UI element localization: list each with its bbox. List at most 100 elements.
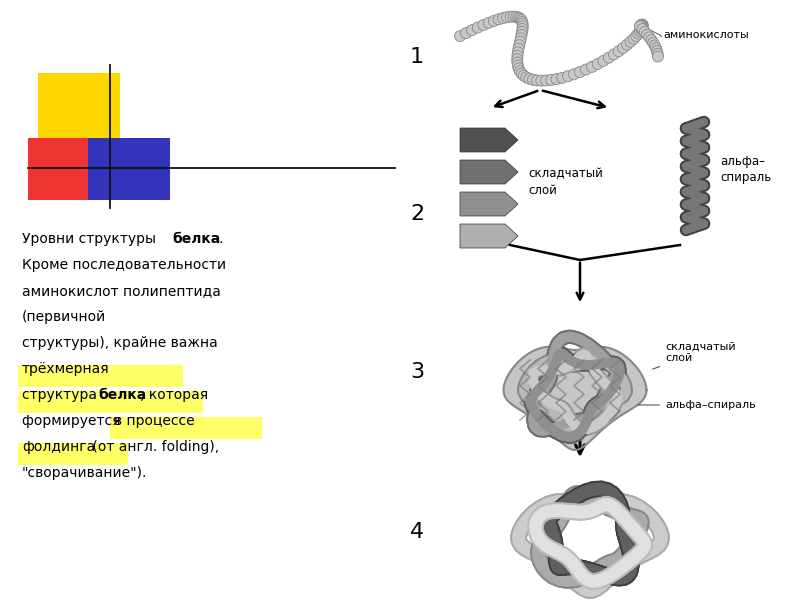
Circle shape	[514, 13, 526, 24]
Circle shape	[498, 13, 509, 23]
Circle shape	[613, 46, 624, 56]
Circle shape	[472, 22, 483, 33]
Circle shape	[651, 46, 662, 56]
Circle shape	[603, 52, 614, 63]
Circle shape	[557, 73, 568, 83]
Circle shape	[514, 65, 526, 77]
Circle shape	[466, 25, 478, 35]
Circle shape	[478, 20, 489, 31]
Circle shape	[510, 11, 522, 22]
Circle shape	[518, 21, 528, 32]
Text: аминокислот полипептида: аминокислот полипептида	[22, 284, 221, 298]
Text: структуры), крайне важна: структуры), крайне важна	[22, 336, 218, 350]
Circle shape	[639, 26, 650, 37]
Text: белка: белка	[98, 388, 146, 402]
Text: белка: белка	[172, 232, 220, 246]
Circle shape	[562, 71, 574, 82]
Text: аминокислоты: аминокислоты	[663, 30, 750, 40]
Bar	[110, 417, 262, 439]
Circle shape	[630, 31, 642, 41]
Circle shape	[646, 35, 657, 46]
Circle shape	[642, 29, 653, 40]
Circle shape	[634, 21, 646, 32]
Circle shape	[598, 55, 609, 67]
Circle shape	[638, 20, 648, 31]
Text: складчатый
слой: складчатый слой	[653, 341, 736, 369]
Text: Уровни структуры: Уровни структуры	[22, 232, 160, 246]
Circle shape	[541, 75, 551, 86]
Text: 3: 3	[410, 362, 424, 382]
Circle shape	[502, 12, 513, 23]
Circle shape	[527, 74, 538, 85]
Circle shape	[516, 29, 527, 40]
Text: "сворачивание").: "сворачивание").	[22, 466, 147, 480]
Circle shape	[625, 36, 636, 47]
Circle shape	[648, 37, 658, 48]
Circle shape	[652, 48, 663, 59]
Text: (от англ. folding),: (от англ. folding),	[88, 440, 219, 454]
Text: трёхмерная: трёхмерная	[22, 362, 110, 376]
Circle shape	[618, 43, 629, 53]
Circle shape	[637, 19, 648, 30]
Circle shape	[513, 63, 524, 74]
Bar	[18, 443, 128, 465]
Circle shape	[461, 28, 471, 38]
Circle shape	[514, 40, 525, 50]
Circle shape	[637, 19, 648, 30]
Circle shape	[650, 40, 660, 51]
Circle shape	[512, 60, 523, 71]
Circle shape	[517, 23, 528, 34]
Circle shape	[637, 23, 648, 35]
Text: структура: структура	[22, 388, 102, 402]
Circle shape	[637, 22, 648, 33]
Circle shape	[512, 47, 523, 58]
Circle shape	[531, 75, 542, 86]
Text: формируется: формируется	[22, 414, 125, 428]
Circle shape	[569, 69, 579, 80]
Circle shape	[581, 64, 591, 75]
Circle shape	[521, 72, 532, 83]
Text: в процессе: в процессе	[114, 414, 194, 428]
Text: , которая: , которая	[140, 388, 208, 402]
Text: альфа–спираль: альфа–спираль	[638, 400, 756, 410]
Circle shape	[637, 21, 648, 32]
Circle shape	[515, 33, 526, 44]
Bar	[18, 391, 203, 413]
Circle shape	[633, 28, 644, 39]
Circle shape	[635, 20, 646, 31]
Text: 2: 2	[410, 204, 424, 224]
Bar	[88, 138, 170, 200]
Circle shape	[512, 54, 522, 65]
Text: Кроме последовательности: Кроме последовательности	[22, 258, 226, 272]
Text: альфа–
спираль: альфа– спираль	[720, 155, 771, 185]
Circle shape	[513, 43, 524, 54]
Circle shape	[508, 11, 519, 22]
Circle shape	[592, 58, 603, 70]
Circle shape	[516, 68, 527, 79]
Circle shape	[489, 16, 499, 26]
Circle shape	[493, 14, 504, 25]
Bar	[28, 138, 100, 200]
Polygon shape	[503, 347, 646, 450]
Circle shape	[634, 21, 646, 32]
Circle shape	[512, 50, 523, 61]
Text: .: .	[218, 232, 222, 246]
Circle shape	[622, 39, 633, 50]
Circle shape	[514, 36, 526, 47]
Circle shape	[551, 74, 562, 85]
Text: (первичной: (первичной	[22, 310, 106, 324]
Circle shape	[574, 67, 586, 77]
Circle shape	[536, 75, 547, 86]
Circle shape	[517, 26, 528, 37]
Bar	[18, 365, 183, 387]
Text: складчатый
слой: складчатый слой	[528, 167, 603, 196]
Circle shape	[636, 24, 647, 35]
Bar	[38, 73, 120, 145]
Circle shape	[650, 43, 662, 54]
Text: фолдинга: фолдинга	[22, 440, 95, 454]
Circle shape	[516, 14, 527, 25]
Polygon shape	[460, 224, 518, 248]
Polygon shape	[460, 160, 518, 184]
Circle shape	[636, 19, 647, 30]
Text: 4: 4	[410, 522, 424, 542]
